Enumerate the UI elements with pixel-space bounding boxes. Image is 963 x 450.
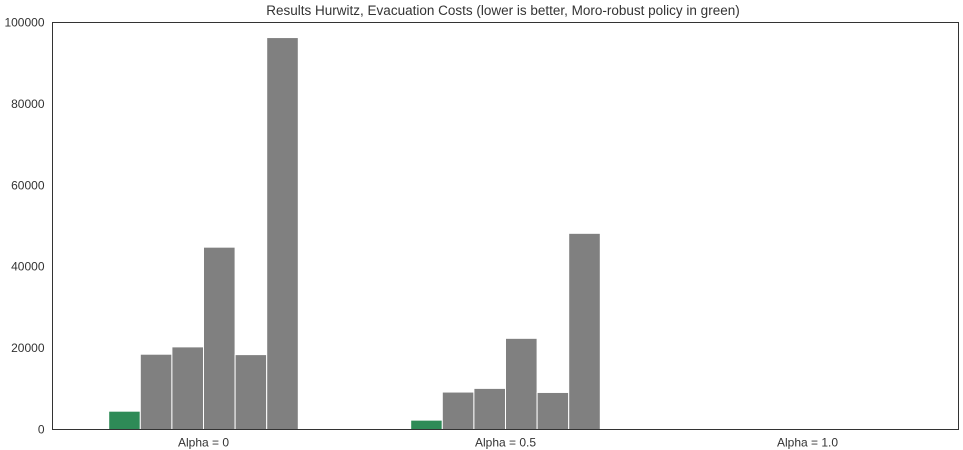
bar-policy-0-2 <box>171 346 204 430</box>
bar-policy-1-1 <box>441 391 475 430</box>
bar-policy-0-4 <box>234 354 268 430</box>
y-tick-label: 0 <box>38 423 45 437</box>
chart-title: Results Hurwitz, Evacuation Costs (lower… <box>266 3 739 18</box>
bar-policy-0-5 <box>266 37 299 431</box>
bar-robust-0-0 <box>108 410 141 430</box>
bar-robust-1-0 <box>410 419 443 431</box>
bar-policy-0-3 <box>203 246 236 430</box>
bar-policy-0-1 <box>139 353 173 430</box>
y-tick-label: 20000 <box>11 341 45 355</box>
y-tick-label: 40000 <box>11 260 45 274</box>
y-tick-label: 60000 <box>11 178 45 192</box>
x-tick-label: Alpha = 0 <box>178 436 229 450</box>
bars-group <box>108 37 601 431</box>
x-axis-ticks: Alpha = 0 Alpha = 0.5 Alpha = 1.0 <box>178 436 838 450</box>
bar-policy-1-3 <box>505 337 538 430</box>
x-tick-label: Alpha = 1.0 <box>777 436 838 450</box>
y-tick-label: 80000 <box>11 97 45 111</box>
x-tick-label: Alpha = 0.5 <box>475 436 536 450</box>
bar-policy-1-4 <box>536 391 570 431</box>
y-axis-ticks: 0 20000 40000 60000 80000 100000 <box>4 16 44 437</box>
y-tick-label: 100000 <box>4 16 44 30</box>
bar-policy-1-5 <box>568 232 601 430</box>
bar-policy-1-2 <box>473 387 506 431</box>
plot-frame <box>52 22 959 430</box>
